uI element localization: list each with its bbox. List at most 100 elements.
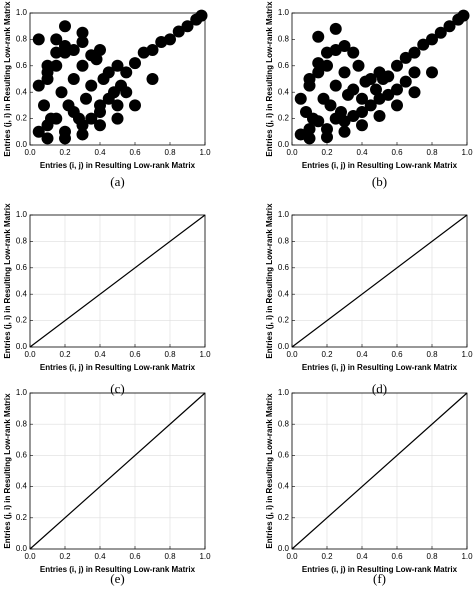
- point: [382, 70, 395, 83]
- y-axis-label: Entries (j, i) in Resulting Low-rank Mat…: [3, 203, 12, 359]
- point: [356, 119, 368, 132]
- point: [382, 88, 395, 101]
- point: [32, 33, 45, 46]
- x-tick-label: 0.4: [94, 350, 106, 359]
- point: [294, 92, 307, 105]
- point: [50, 33, 63, 46]
- point: [76, 26, 89, 39]
- point: [32, 125, 45, 138]
- point: [146, 43, 159, 56]
- x-tick-label: 0.2: [59, 148, 71, 157]
- x-tick-label: 1.0: [199, 552, 211, 561]
- point: [181, 20, 194, 33]
- line: [29, 392, 206, 550]
- y-tick-label: 1.0: [16, 8, 28, 17]
- point: [312, 66, 325, 79]
- point: [85, 49, 98, 62]
- plot-frame: [29, 392, 206, 550]
- y-tick-label: 0.8: [278, 419, 290, 428]
- y-tick-label: 0.0: [278, 342, 290, 351]
- x-tick-label: 0.0: [24, 350, 36, 359]
- y-axis-label: Entries (j, i) in Resulting Low-rank Mat…: [3, 393, 12, 549]
- point: [59, 132, 71, 145]
- point: [347, 46, 360, 59]
- point: [76, 36, 89, 49]
- x-tick-label: 0.4: [94, 552, 106, 561]
- point: [329, 79, 342, 92]
- y-tick-label: 0.8: [16, 419, 28, 428]
- point: [391, 59, 403, 72]
- y-tick-label: 0.0: [278, 544, 290, 553]
- y-axis-label: Entries (j, i) in Resulting Low-rank Mat…: [265, 203, 274, 359]
- y-tick-label: 0.6: [278, 61, 290, 70]
- y-tick-label: 0.4: [16, 87, 28, 96]
- x-tick-label: 0.0: [286, 148, 298, 157]
- y-tick-label: 0.2: [16, 513, 28, 522]
- caption: (e): [110, 571, 124, 586]
- panel: 0.0 0.2 0.4 0.6 0.8 1.00.00.20.40.60.81.0Entr…: [3, 388, 211, 586]
- panel: 0.0 0.2 0.4 0.6 0.8 1.00.00.20.40.60.81.0Entr…: [265, 1, 473, 189]
- x-tick-label: 0.0: [24, 148, 36, 157]
- caption: (f): [373, 571, 386, 586]
- y-tick-label: 0.8: [278, 237, 290, 246]
- point: [38, 99, 50, 112]
- point: [338, 40, 351, 52]
- x-tick-label: 0.2: [59, 552, 71, 561]
- x-axis-label: Entries (i, j) in Resulting Low-rank Mat…: [40, 161, 196, 170]
- point: [41, 119, 54, 132]
- caption: (c): [110, 381, 124, 396]
- x-tick-label: 0.8: [164, 350, 176, 359]
- point: [172, 25, 185, 38]
- x-tick-label: 0.6: [129, 350, 141, 359]
- y-tick-label: 0.4: [278, 482, 290, 491]
- point: [352, 59, 365, 72]
- point: [111, 59, 124, 72]
- point: [32, 79, 45, 92]
- point: [312, 30, 325, 43]
- point: [303, 123, 316, 136]
- caption: (b): [372, 174, 387, 189]
- y-tick-label: 0.2: [16, 114, 28, 123]
- line: [291, 214, 468, 348]
- point: [347, 83, 360, 96]
- line: [291, 392, 468, 550]
- panel: 0.0 0.2 0.4 0.6 0.8 1.00.00.20.40.60.81.0Entr…: [3, 203, 211, 396]
- point: [391, 83, 403, 96]
- point: [324, 99, 337, 112]
- point: [370, 83, 382, 96]
- y-tick-label: 0.0: [278, 140, 290, 149]
- y-tick-label: 0.4: [278, 289, 290, 298]
- point: [195, 9, 208, 22]
- x-tick-label: 1.0: [461, 350, 473, 359]
- plot-frame: [291, 214, 468, 348]
- y-axis-label: Entries (j, i) in Resulting Low-rank Mat…: [3, 1, 12, 157]
- point: [338, 115, 351, 128]
- point: [120, 66, 133, 79]
- point: [67, 73, 80, 85]
- panel: 0.0 0.2 0.4 0.6 0.8 1.00.00.20.40.60.81.0Entr…: [265, 388, 473, 586]
- x-tick-label: 0.0: [286, 552, 298, 561]
- x-tick-label: 0.6: [391, 350, 403, 359]
- point: [111, 112, 124, 125]
- x-tick-label: 0.4: [356, 552, 368, 561]
- plot-frame: [29, 214, 206, 348]
- y-tick-label: 0.8: [16, 237, 28, 246]
- point: [80, 92, 92, 105]
- x-tick-label: 0.2: [321, 552, 333, 561]
- y-tick-label: 0.6: [278, 451, 290, 460]
- point: [111, 99, 124, 112]
- line: [29, 214, 206, 348]
- y-tick-label: 0.6: [16, 451, 28, 460]
- point: [312, 57, 325, 70]
- x-tick-label: 0.8: [426, 552, 438, 561]
- point: [426, 33, 438, 46]
- point: [321, 131, 333, 144]
- x-axis-label: Entries (i, j) in Resulting Low-rank Mat…: [302, 161, 458, 170]
- x-axis-label: Entries (i, j) in Resulting Low-rank Mat…: [302, 363, 458, 372]
- point: [76, 59, 89, 72]
- x-tick-label: 0.2: [321, 148, 333, 157]
- point: [129, 99, 141, 112]
- point: [41, 59, 54, 72]
- plot-frame: [291, 392, 468, 550]
- point: [356, 92, 368, 105]
